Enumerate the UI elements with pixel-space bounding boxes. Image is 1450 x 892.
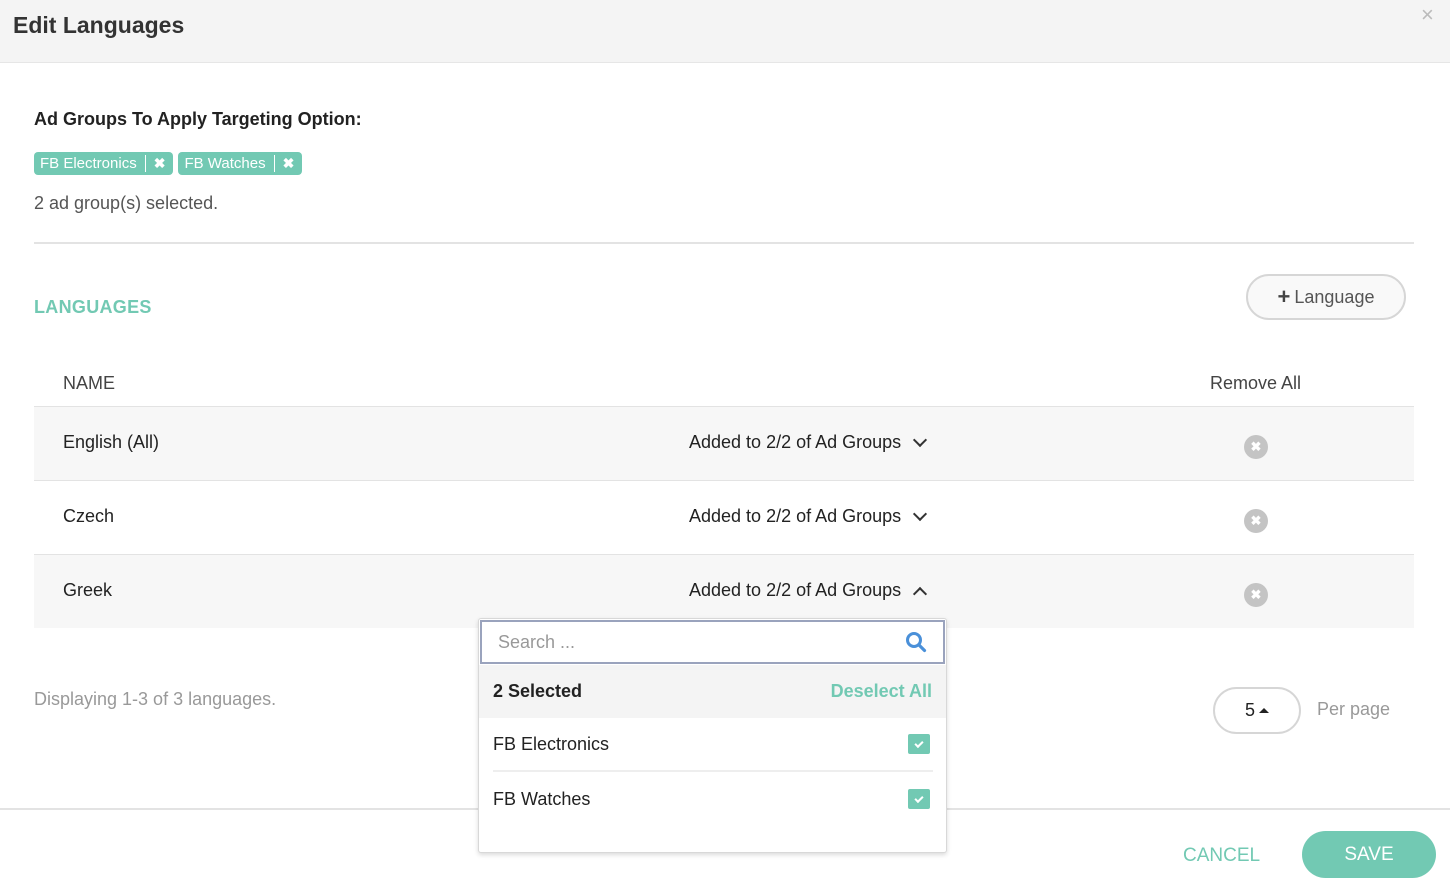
add-language-button[interactable]: + Language bbox=[1246, 274, 1406, 320]
dialog-title: Edit Languages bbox=[13, 12, 185, 38]
ad-group-tags: FB Electronics ✖ FB Watches ✖ bbox=[34, 152, 303, 175]
per-page-label: Per page bbox=[1317, 699, 1391, 719]
selected-count: 2 ad group(s) selected. bbox=[34, 193, 219, 213]
ad-group-status-dropdown[interactable]: Added to 2/2 of Ad Groups bbox=[689, 506, 928, 527]
ad-group-status-dropdown[interactable]: Added to 2/2 of Ad Groups bbox=[689, 432, 928, 453]
save-button[interactable]: SAVE bbox=[1302, 831, 1436, 878]
language-name: Greek bbox=[63, 580, 113, 600]
selected-count-label: 2 Selected bbox=[493, 681, 583, 701]
dialog-header bbox=[0, 0, 1450, 63]
remove-all-button[interactable]: Remove All bbox=[1210, 373, 1302, 393]
dropdown-option[interactable]: FB Watches bbox=[493, 772, 933, 826]
chevron-down-icon bbox=[913, 432, 928, 447]
remove-tag-icon[interactable]: ✖ bbox=[282, 155, 295, 171]
ad-group-dropdown-menu: 2 Selected Deselect All FB Electronics F… bbox=[478, 618, 947, 853]
table-row: English (All) Added to 2/2 of Ad Groups … bbox=[34, 406, 1414, 480]
option-label: FB Watches bbox=[493, 788, 591, 809]
plus-icon: + bbox=[1277, 284, 1291, 309]
close-icon[interactable]: × bbox=[1421, 2, 1434, 27]
per-page-value: 5 bbox=[1244, 700, 1255, 720]
add-language-label: Language bbox=[1294, 286, 1375, 307]
checkbox-checked[interactable] bbox=[908, 734, 930, 754]
column-header-name: NAME bbox=[63, 373, 116, 393]
option-label: FB Electronics bbox=[493, 733, 610, 754]
remove-icon[interactable]: ✖ bbox=[1244, 583, 1268, 607]
remove-icon[interactable]: ✖ bbox=[1244, 435, 1268, 459]
selection-summary: 2 Selected Deselect All bbox=[479, 665, 946, 718]
chevron-up-icon bbox=[913, 586, 928, 601]
caret-up-icon bbox=[1259, 708, 1269, 713]
pagination-summary: Displaying 1-3 of 3 languages. bbox=[34, 689, 277, 709]
cancel-button[interactable]: CANCEL bbox=[1183, 845, 1261, 866]
checkbox-checked[interactable] bbox=[908, 789, 930, 809]
language-name: English (All) bbox=[63, 432, 160, 452]
remove-tag-icon[interactable]: ✖ bbox=[153, 155, 166, 171]
ad-group-tag: FB Electronics ✖ bbox=[34, 152, 174, 175]
tag-label: FB Electronics bbox=[40, 155, 137, 172]
search-box bbox=[480, 620, 945, 664]
chevron-down-icon bbox=[913, 506, 928, 521]
deselect-all-button[interactable]: Deselect All bbox=[830, 681, 932, 701]
status-text: Added to 2/2 of Ad Groups bbox=[689, 580, 902, 600]
language-name: Czech bbox=[63, 506, 115, 526]
ad-groups-heading: Ad Groups To Apply Targeting Option: bbox=[34, 109, 362, 129]
search-icon bbox=[906, 632, 927, 653]
status-text: Added to 2/2 of Ad Groups bbox=[689, 506, 902, 526]
ad-group-status-dropdown[interactable]: Added to 2/2 of Ad Groups bbox=[689, 580, 928, 601]
languages-heading: LANGUAGES bbox=[34, 297, 152, 317]
ad-group-tag: FB Watches ✖ bbox=[178, 152, 303, 175]
divider bbox=[34, 242, 1414, 244]
per-page-select[interactable]: 5 bbox=[1213, 687, 1301, 734]
search-input[interactable] bbox=[498, 631, 905, 653]
table-row: Greek Added to 2/2 of Ad Groups ✖ bbox=[34, 554, 1414, 628]
remove-icon[interactable]: ✖ bbox=[1244, 509, 1268, 533]
tag-label: FB Watches bbox=[184, 155, 266, 172]
dropdown-option[interactable]: FB Electronics bbox=[493, 718, 933, 772]
table-row: Czech Added to 2/2 of Ad Groups ✖ bbox=[34, 480, 1414, 554]
status-text: Added to 2/2 of Ad Groups bbox=[689, 432, 902, 452]
